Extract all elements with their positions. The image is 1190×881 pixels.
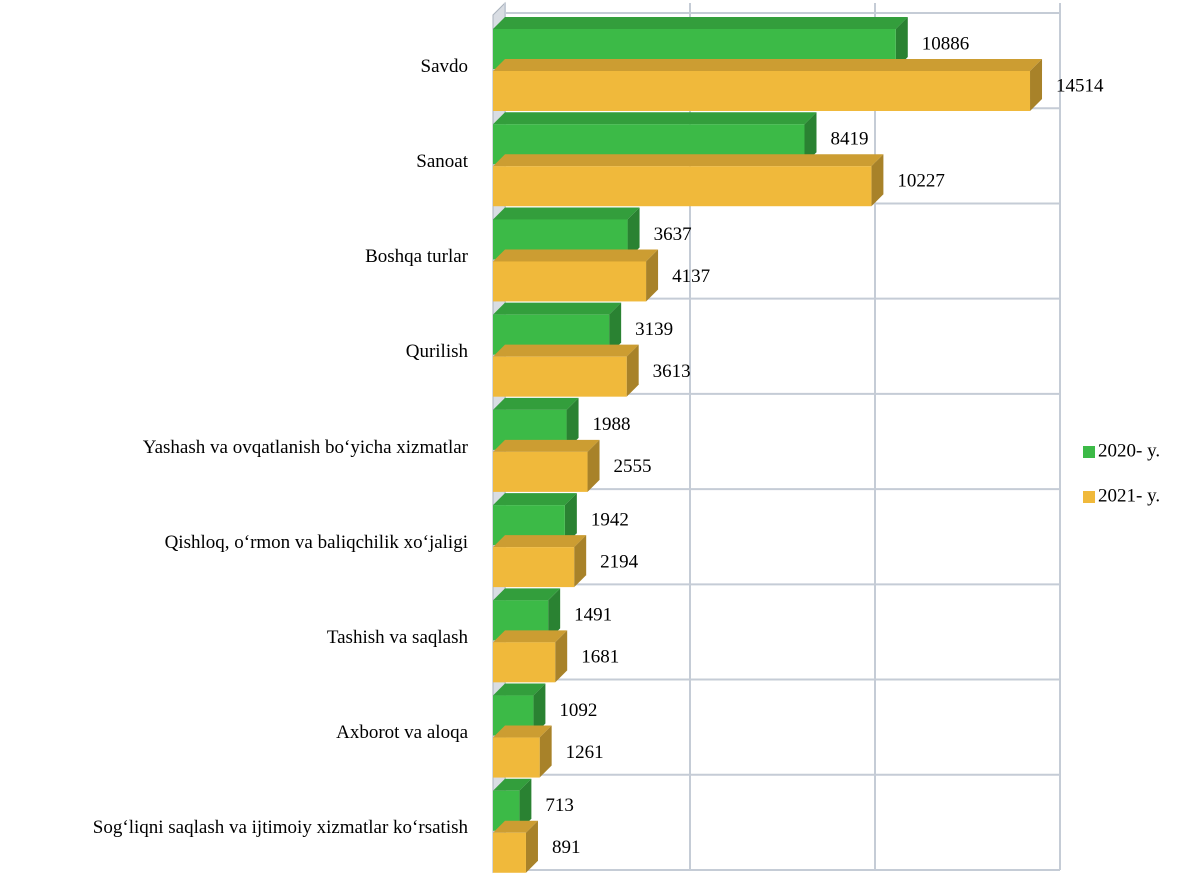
data-label: 14514 bbox=[1056, 75, 1104, 96]
legend-label: 2021- y. bbox=[1098, 485, 1160, 506]
bar bbox=[493, 832, 526, 873]
data-label: 891 bbox=[552, 837, 581, 858]
bar-top bbox=[493, 725, 552, 738]
bar-side bbox=[533, 683, 546, 736]
bar-side bbox=[539, 725, 552, 778]
bar-side bbox=[519, 778, 532, 831]
bar-top bbox=[493, 820, 538, 833]
bar-top bbox=[493, 778, 532, 791]
bar-side bbox=[895, 17, 908, 69]
bar-top bbox=[493, 397, 579, 410]
bar-top bbox=[493, 302, 622, 315]
category-label: Yashash va ovqatlanish bo‘yicha xizmatla… bbox=[0, 436, 468, 460]
bar-top bbox=[493, 683, 546, 696]
category-label: Tashish va saqlash bbox=[0, 626, 468, 650]
bar-top bbox=[493, 588, 561, 601]
data-label: 10227 bbox=[897, 171, 945, 192]
bar-top bbox=[493, 630, 568, 643]
legend-label: 2020- y. bbox=[1098, 440, 1160, 461]
bar-side bbox=[804, 112, 817, 165]
bar-side bbox=[564, 493, 577, 546]
category-label: Qurilish bbox=[0, 340, 468, 364]
data-label: 1092 bbox=[559, 700, 597, 721]
bar bbox=[493, 642, 556, 683]
bar-top bbox=[493, 439, 600, 452]
bar-side bbox=[627, 207, 640, 260]
bar-side bbox=[548, 588, 561, 641]
bar-side bbox=[871, 154, 884, 207]
category-label-text: Savdo bbox=[420, 55, 469, 77]
bar-side bbox=[555, 630, 568, 683]
bar-top bbox=[493, 493, 577, 506]
category-label-text: Yashash va ovqatlanish bo‘yicha xizmatla… bbox=[142, 436, 468, 458]
bar bbox=[493, 71, 1031, 111]
data-label: 1261 bbox=[566, 742, 604, 763]
bar bbox=[493, 737, 540, 778]
data-label: 1681 bbox=[581, 647, 619, 668]
legend-swatch bbox=[1083, 446, 1095, 458]
bar bbox=[493, 261, 647, 302]
bar-top bbox=[493, 59, 1043, 71]
bar-side bbox=[626, 344, 639, 397]
category-label: Sog‘liqni saqlash va ijtimoiy xizmatlar … bbox=[0, 816, 468, 840]
bar-side bbox=[525, 820, 538, 873]
bar-side bbox=[574, 535, 587, 588]
category-label-text: Sanoat bbox=[416, 150, 468, 172]
bar-side bbox=[587, 439, 600, 492]
data-label: 2555 bbox=[614, 456, 652, 477]
bar-side bbox=[646, 249, 659, 302]
bar bbox=[493, 547, 575, 588]
data-label: 3613 bbox=[653, 361, 691, 382]
category-label: Axborot va aloqa bbox=[0, 721, 468, 745]
bar-top bbox=[493, 344, 639, 357]
bar bbox=[493, 451, 588, 492]
legend-swatch bbox=[1083, 491, 1095, 503]
category-label: Sanoat bbox=[0, 150, 468, 174]
bar-top bbox=[493, 112, 817, 125]
bar-top bbox=[493, 207, 640, 220]
bar bbox=[493, 166, 872, 207]
bar-side bbox=[566, 397, 579, 450]
bar-top bbox=[493, 154, 884, 167]
category-label-text: Axborot va aloqa bbox=[336, 722, 468, 744]
data-label: 3139 bbox=[635, 319, 673, 340]
bar-top bbox=[493, 17, 908, 29]
category-label-text: Tashish va saqlash bbox=[326, 626, 468, 648]
category-label-text: Qishloq, o‘rmon va baliqchilik xo‘jaligi bbox=[164, 531, 468, 553]
category-label: Qishloq, o‘rmon va baliqchilik xo‘jaligi bbox=[0, 531, 468, 555]
data-label: 1988 bbox=[593, 414, 631, 435]
data-label: 8419 bbox=[831, 129, 869, 150]
data-label: 3637 bbox=[654, 224, 692, 245]
bar-side bbox=[609, 302, 622, 355]
category-label-text: Sog‘liqni saqlash va ijtimoiy xizmatlar … bbox=[92, 817, 468, 839]
data-label: 4137 bbox=[672, 266, 710, 287]
data-label: 1942 bbox=[591, 509, 629, 530]
data-label: 10886 bbox=[922, 33, 970, 54]
category-label-text: Boshqa turlar bbox=[365, 246, 468, 268]
category-label: Savdo bbox=[0, 55, 469, 79]
bar-top bbox=[493, 249, 659, 262]
bar-side bbox=[1030, 59, 1043, 111]
category-label: Boshqa turlar bbox=[0, 245, 468, 269]
data-label: 1491 bbox=[574, 605, 612, 626]
bar bbox=[493, 356, 627, 397]
data-label: 2194 bbox=[600, 551, 639, 572]
data-label: 713 bbox=[545, 795, 574, 816]
category-label-text: Qurilish bbox=[405, 341, 468, 363]
bar-top bbox=[493, 535, 587, 548]
